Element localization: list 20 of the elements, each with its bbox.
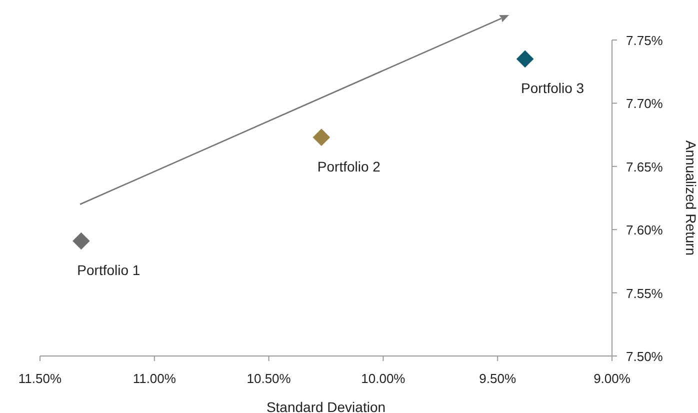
series-label: Portfolio 3 bbox=[521, 80, 584, 96]
x-axis-title: Standard Deviation bbox=[266, 399, 386, 413]
x-tick-label: 9.00% bbox=[594, 371, 631, 386]
x-tick-label: 10.50% bbox=[246, 371, 292, 386]
point bbox=[72, 232, 90, 250]
x-tick-label: 9.50% bbox=[479, 371, 516, 386]
y-tick-label: 7.60% bbox=[626, 222, 664, 238]
y-tick-label: 7.65% bbox=[626, 159, 664, 174]
y-axis-title: Annualized Return bbox=[683, 140, 698, 256]
y-tick-label: 7.70% bbox=[626, 96, 664, 112]
y-tick-label: 7.50% bbox=[626, 349, 664, 364]
y-tick-label: 7.55% bbox=[626, 286, 664, 301]
y-tick-label: 7.75% bbox=[626, 33, 664, 48]
series-label: Portfolio 2 bbox=[317, 158, 381, 174]
x-tick-label: 11.00% bbox=[132, 371, 176, 386]
point bbox=[312, 128, 330, 146]
series-label: Portfolio 1 bbox=[77, 262, 140, 278]
point bbox=[516, 50, 534, 68]
x-tick-label: 10.00% bbox=[361, 371, 406, 386]
x-tick-label: 11.50% bbox=[18, 371, 62, 386]
